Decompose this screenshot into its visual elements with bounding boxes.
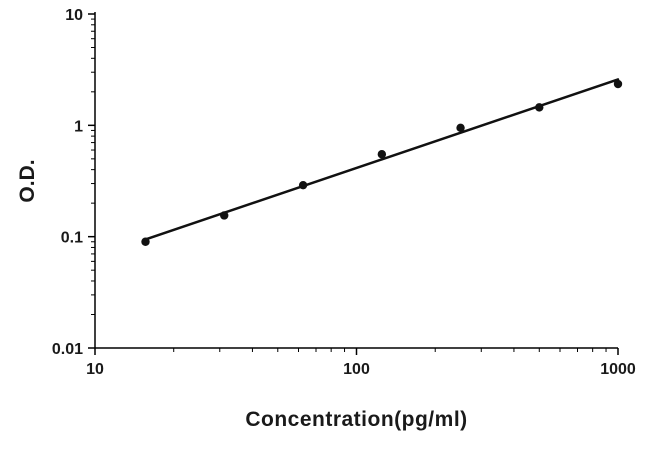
data-point [220,211,229,220]
trend-line [144,78,620,241]
data-point [613,79,623,89]
y-axis-title: O.D. [16,159,39,203]
y-tick-label: 0.01 [52,341,83,358]
x-tick-label: 1000 [600,361,636,378]
data-point [377,150,387,159]
data-point [141,237,150,246]
y-tick-label: 10 [65,7,83,24]
y-tick-label: 1 [74,118,83,135]
data-point [298,180,308,190]
data-point [456,123,465,133]
x-tick-label: 10 [86,361,104,378]
data-point [535,103,544,112]
x-axis-title: Concentration(pg/ml) [245,408,468,431]
x-tick-label: 100 [343,361,370,378]
y-tick-label: 0.1 [61,230,83,247]
